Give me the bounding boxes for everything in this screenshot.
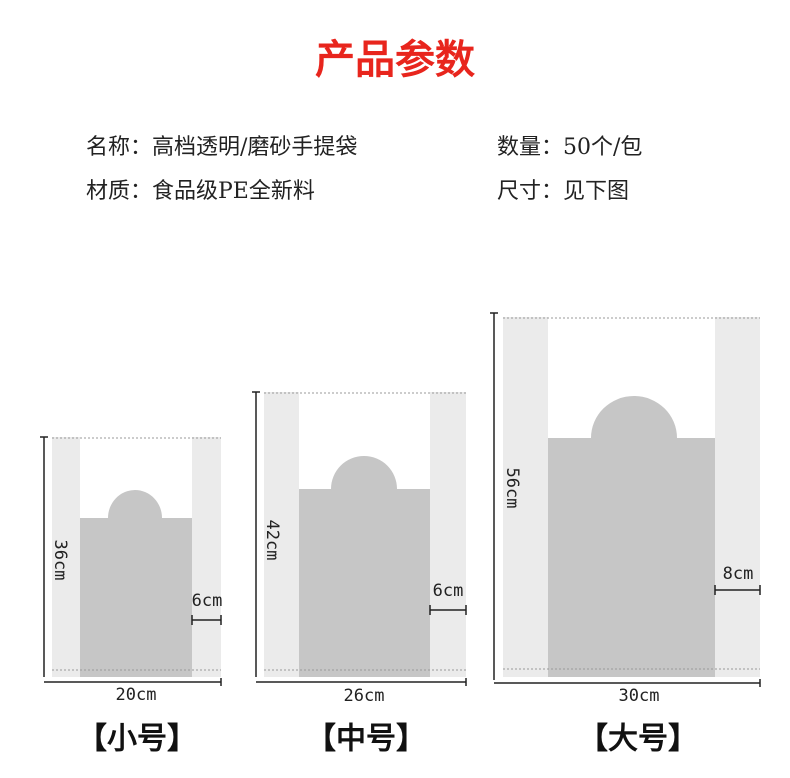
spec: 材质：食品级PE全新料	[86, 179, 315, 204]
handle-label: 6cm	[433, 581, 464, 601]
spec: 名称：高档透明/磨砂手提袋	[86, 135, 357, 160]
bag-large	[490, 312, 761, 687]
spec: 尺寸：见下图	[497, 179, 629, 204]
width-label: 30cm	[619, 686, 660, 706]
handle-label: 6cm	[192, 591, 223, 611]
size-name: 【中号】	[306, 722, 426, 757]
width-label: 20cm	[116, 685, 157, 705]
bag-medium	[252, 391, 467, 686]
height-label: 36cm	[50, 540, 70, 581]
handle-label: 8cm	[723, 564, 754, 584]
title: 产品参数	[315, 37, 475, 83]
height-label: 56cm	[502, 468, 522, 509]
bag-small	[40, 436, 222, 686]
size-name: 【大号】	[578, 722, 698, 757]
size-name: 【小号】	[77, 722, 197, 757]
height-label: 42cm	[262, 520, 282, 561]
width-label: 26cm	[344, 686, 385, 706]
spec: 数量：50个/包	[497, 135, 642, 160]
